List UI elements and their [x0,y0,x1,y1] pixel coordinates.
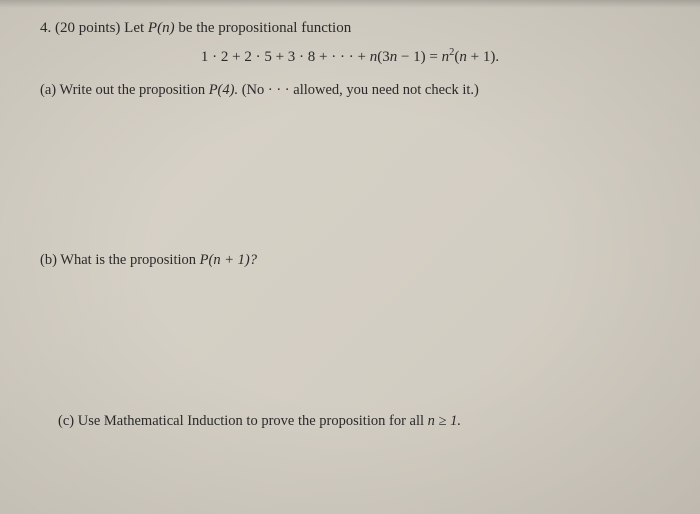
part-c-text: Use Mathematical Induction to prove the … [78,413,424,429]
part-c-expr: n ≥ 1. [428,413,461,429]
part-c: (c) Use Mathematical Induction to prove … [58,411,660,431]
page-content: 4. (20 points) Let P(n) be the propositi… [0,0,700,514]
intro-text: Let [124,20,144,36]
part-a-expr: P(4). [209,82,238,98]
part-b-expr: P(n + 1)? [200,252,257,268]
part-a: (a) Write out the proposition P(4). (No … [40,80,660,100]
function-name: P(n) [148,20,175,36]
problem-header: 4. (20 points) Let P(n) be the propositi… [40,18,660,39]
intro-end: be the propositional function [178,20,351,36]
problem-number: 4. [40,20,51,36]
part-b: (b) What is the proposition P(n + 1)? [40,250,660,270]
part-a-text-start: Write out the proposition [59,82,205,98]
part-b-text-start: What is the proposition [60,252,196,268]
part-b-label: (b) [40,252,57,268]
part-a-label: (a) [40,82,56,98]
problem-points: (20 points) [55,20,120,36]
main-equation: 1 · 2 + 2 · 5 + 3 · 8 + · · · + n(3n − 1… [40,49,660,66]
part-c-label: (c) [58,413,74,429]
part-a-text-mid: (No · · · allowed, you need not check it… [242,82,479,98]
